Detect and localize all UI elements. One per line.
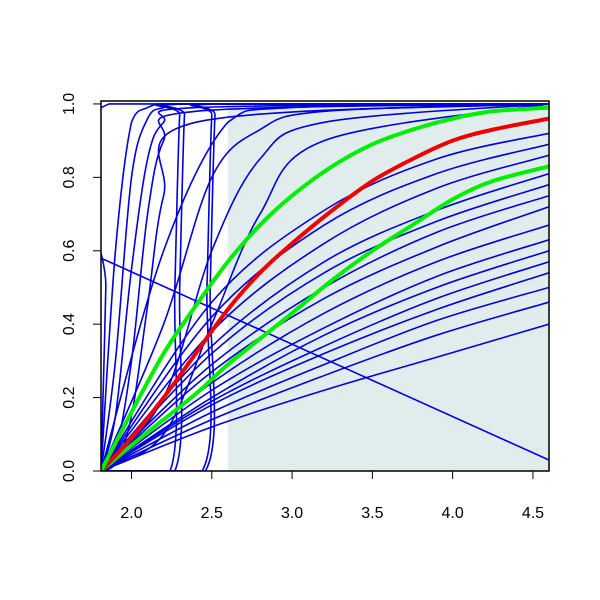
curve	[101, 164, 549, 471]
curve	[101, 103, 549, 471]
curve	[101, 271, 549, 471]
curve	[101, 323, 549, 471]
curve	[101, 183, 549, 471]
x-tick-label: 2.0	[120, 505, 142, 522]
plot-frame	[100, 100, 550, 472]
curve	[101, 103, 549, 471]
curve	[101, 257, 549, 461]
curve	[101, 105, 549, 471]
x-tick-label: 2.5	[201, 505, 223, 522]
curve	[101, 103, 549, 471]
y-tick-label: 0.0	[61, 460, 78, 482]
plot-area	[101, 103, 549, 471]
curve	[101, 143, 549, 471]
curve	[101, 205, 549, 471]
axes: 2.0 2.5 3.0 3.5 4.0 4.5 0.0 0.2 0.4 0.6 0.8 1.0	[61, 93, 544, 522]
curve	[101, 286, 549, 471]
curve	[101, 238, 549, 471]
curve	[101, 132, 549, 471]
x-tick-label: 4.0	[442, 505, 464, 522]
y-tick-label: 1.0	[61, 93, 78, 115]
x-tick-label: 3.0	[281, 505, 303, 522]
shaded-region	[227, 103, 549, 471]
curve	[101, 116, 549, 471]
y-tick-label: 0.8	[61, 166, 78, 188]
y-tick-label: 0.6	[61, 240, 78, 262]
x-tick-label: 4.5	[522, 505, 544, 522]
y-tick-label: 0.4	[61, 313, 78, 335]
x-tick-label: 3.5	[361, 505, 383, 522]
curve	[101, 260, 549, 471]
curve	[101, 301, 549, 471]
curve	[101, 249, 549, 471]
y-tick-label: 0.2	[61, 386, 78, 408]
curve	[101, 154, 549, 471]
